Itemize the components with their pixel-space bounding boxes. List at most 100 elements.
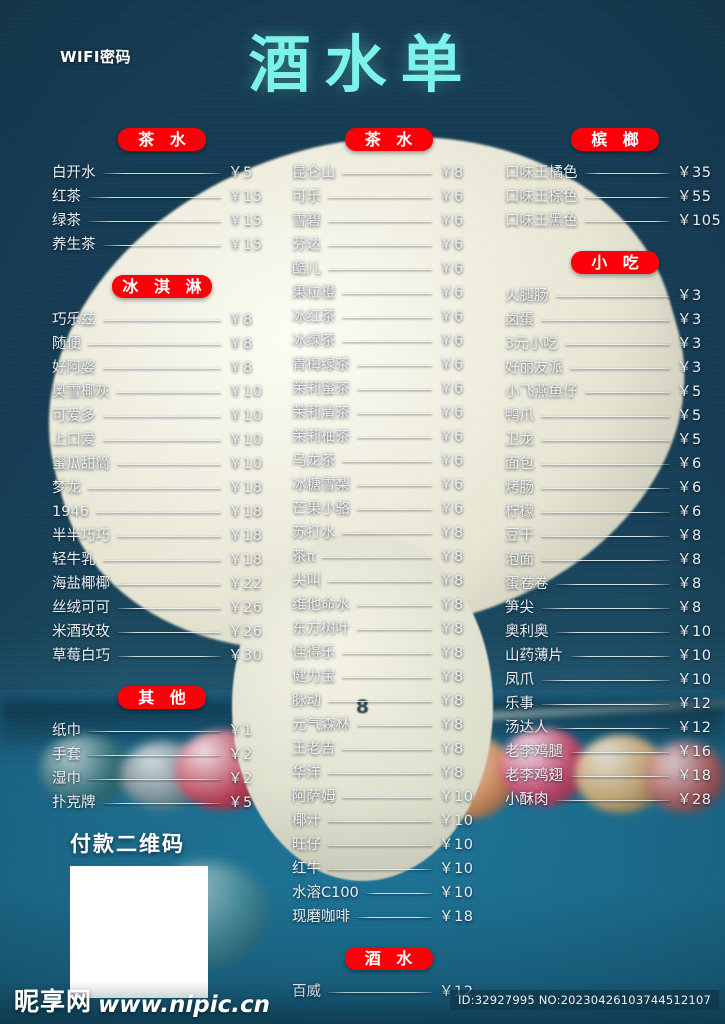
section-list-icecream: 巧乐兹 ￥8 随便 ￥8 好阿婆 ￥8 奥雪椰灰 ￥10 可爱多 ￥10 上口爱 ￥10 蜜… [52,308,272,668]
leader-line [342,532,433,534]
leader-line [327,268,433,270]
item-price: ￥6 [439,357,464,373]
item-price: ￥5 [677,408,702,424]
leader-line [541,415,671,417]
leader-line [541,511,671,513]
item-name: 脉动 [291,693,321,709]
item-name: 元气森林 [291,717,350,733]
menu-item: 苏打水 ￥8 [292,521,485,545]
menu-item: 好丽友派 ￥3 [505,356,725,380]
item-price: ￥18 [439,909,474,925]
item-name: 奥雪椰灰 [52,384,110,400]
section-badge-betelnut: 槟 榔 [571,128,660,151]
menu-item: 养生茶 ￥15 [52,233,272,257]
item-price: ￥10 [227,384,263,400]
menu-item: 元气森林 ￥8 [292,713,485,737]
leader-line [102,559,221,561]
menu-item: 泡面 ￥8 [505,548,725,572]
item-name: 面包 [505,456,535,472]
section-badge-snacks: 小 吃 [571,251,660,274]
menu-item: 奥雪椰灰 ￥10 [52,380,272,404]
item-name: 东方树叶 [291,621,350,637]
item-name: 好丽友派 [505,360,564,376]
leader-line [356,604,433,606]
item-name: 尖叫 [291,573,321,589]
item-name: 老李鸡翅 [505,768,564,784]
menu-item: 王老吉 ￥8 [292,737,485,761]
item-price: ￥55 [677,189,712,205]
leader-line [356,628,433,630]
menu-item: 维他命水 ￥8 [292,593,485,617]
leader-line [88,730,221,732]
item-name: 水溶C100 [291,885,359,901]
item-name: 雪碧 [291,213,321,229]
item-price: ￥6 [439,381,464,397]
payment-qr-code[interactable] [70,866,208,998]
menu-item: 山药薄片 ￥10 [505,644,725,668]
item-name: 茉莉清茶 [291,405,350,421]
item-name: 3元小吃 [505,336,558,352]
item-name: 泡面 [505,552,535,568]
leader-line [342,316,433,318]
section-badge-tea: 茶 水 [117,128,206,151]
item-name: 茉莉蜜茶 [291,381,350,397]
item-price: ￥8 [439,645,464,661]
menu-item: 丝绒可可 ￥26 [52,596,272,620]
section-list-tea: 白开水 ￥5 红茶 ￥15 绿茶 ￥15 养生茶 ￥15 [52,161,272,257]
item-name: 青梅绿茶 [291,357,350,373]
column-left: 茶 水 白开水 ￥5 红茶 ￥15 绿茶 ￥15 养生茶 ￥15 冰 淇 淋 巧乐兹 ￥8… [0,128,272,1014]
item-price: ￥6 [439,309,464,325]
item-price: ￥8 [227,336,253,352]
leader-line [117,583,221,585]
section-badge-alcohol: 酒 水 [344,947,433,970]
item-name: 奥利奥 [505,624,549,640]
menu-item: 手套 ￥2 [52,743,272,767]
menu-item: 冰糖雪梨 ￥6 [292,473,485,497]
leader-line [327,772,433,774]
item-price: ￥6 [439,501,464,517]
item-name: 草莓白巧 [52,648,110,664]
menu-item: 鸭爪 ￥5 [505,404,725,428]
item-name: 可爱多 [52,408,96,424]
item-price: ￥8 [677,528,702,544]
item-price: ￥12 [677,720,712,736]
item-price: ￥22 [227,576,263,592]
menu-item: 尖叫 ￥8 [292,569,485,593]
menu-item: 纸巾 ￥1 [52,719,272,743]
item-price: ￥12 [677,696,712,712]
item-price: ￥10 [227,408,263,424]
item-name: 凤爪 [505,672,535,688]
item-name: 梦龙 [52,480,81,496]
item-price: ￥5 [227,165,253,181]
leader-line [102,802,221,804]
menu-item: 雪碧 ￥6 [292,209,485,233]
menu-item: 东方树叶 ￥8 [292,617,485,641]
item-name: 华洋 [291,765,321,781]
item-price: ￥3 [677,336,702,352]
leader-line [342,460,433,462]
item-price: ￥15 [227,189,263,205]
item-name: 阿萨姆 [291,789,336,805]
menu-item: 水溶C100 ￥10 [292,881,485,905]
leader-line [327,244,433,246]
menu-item: 汤达人 ￥12 [505,716,725,740]
leader-line [555,295,671,297]
item-price: ￥2 [227,747,253,763]
item-name: 1946 [52,504,89,520]
menu-item: 佳得乐 ￥8 [292,641,485,665]
leader-line [327,196,433,198]
item-price: ￥8 [227,312,253,328]
leader-line [102,172,221,174]
leader-line [356,916,433,918]
section-list-snacks: 火腿肠 ￥3 卤蛋 ￥3 3元小吃 ￥3 好丽友派 ￥3 小飞燕鱼仔 ￥5 鸭爪 ￥5 卫龙… [505,284,725,812]
menu-columns: 茶 水 白开水 ￥5 红茶 ￥15 绿茶 ￥15 养生茶 ￥15 冰 淇 淋 巧乐兹 ￥8… [0,128,725,1014]
item-name: 冰糖雪梨 [291,477,350,493]
menu-item: 乐事 ￥12 [505,692,725,716]
leader-line [541,559,671,561]
menu-item: 红牛 ￥10 [292,857,485,881]
leader-line [356,484,433,486]
item-name: 丝绒可可 [52,600,110,616]
item-price: ￥6 [439,405,464,421]
item-price: ￥6 [439,477,464,493]
leader-line [584,220,671,222]
